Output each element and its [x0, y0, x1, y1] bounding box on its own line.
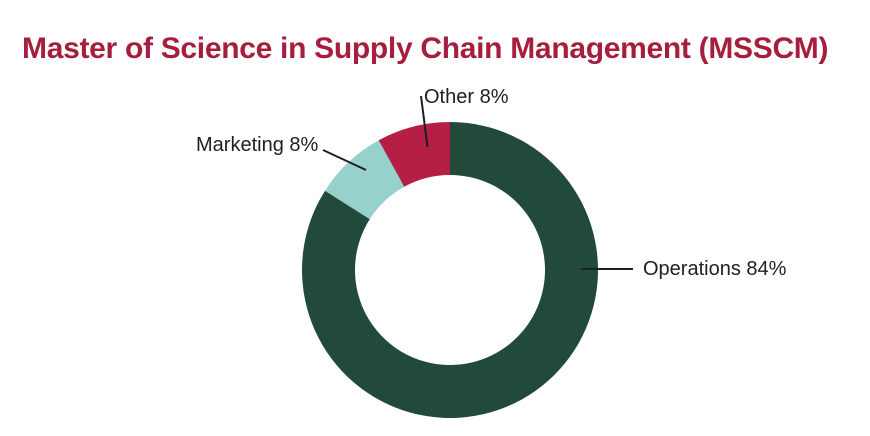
slice-label-operations: Operations 84% [643, 258, 787, 280]
slice-label-marketing: Marketing 8% [196, 134, 319, 156]
donut-segment-marketing [325, 140, 405, 220]
donut-segment-other [378, 122, 450, 187]
slice-label-other: Other 8% [424, 86, 509, 108]
donut-segment-operations [302, 122, 599, 418]
donut-slices [302, 122, 599, 418]
callout-line-marketing [322, 149, 367, 171]
callout-lines [322, 95, 633, 270]
callout-line-other [420, 95, 429, 148]
page-title: Master of Science in Supply Chain Manage… [22, 32, 829, 66]
